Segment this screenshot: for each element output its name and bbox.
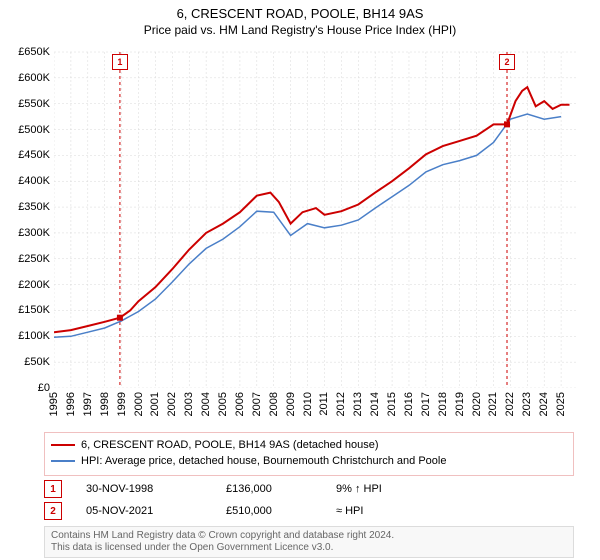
legend-item: HPI: Average price, detached house, Bour…: [51, 453, 567, 469]
transaction-marker: 2: [44, 502, 62, 520]
x-axis-label: 2017: [420, 392, 432, 416]
transaction-price: £510,000: [226, 505, 336, 517]
chart-plot-area: [54, 48, 584, 388]
y-axis-label: £600K: [2, 72, 50, 84]
x-axis-label: 2019: [454, 392, 466, 416]
y-axis-label: £200K: [2, 279, 50, 291]
y-axis-label: £250K: [2, 253, 50, 265]
legend-label: HPI: Average price, detached house, Bour…: [81, 453, 446, 469]
x-axis-label: 2011: [318, 392, 330, 416]
legend-label: 6, CRESCENT ROAD, POOLE, BH14 9AS (detac…: [81, 437, 379, 453]
transaction-row: 2 05-NOV-2021£510,000≈ HPI: [44, 500, 446, 522]
x-axis-label: 2012: [335, 392, 347, 416]
transactions-table: 1 30-NOV-1998£136,0009% ↑ HPI 2 05-NOV-2021…: [44, 478, 446, 522]
x-axis-label: 2015: [386, 392, 398, 416]
x-axis-label: 2006: [234, 392, 246, 416]
transaction-hpi-compare: 9% ↑ HPI: [336, 483, 446, 495]
x-axis-label: 2022: [504, 392, 516, 416]
x-axis-label: 2001: [149, 392, 161, 416]
x-axis-label: 1999: [116, 392, 128, 416]
chart-svg: [54, 48, 584, 388]
x-axis-label: 2005: [217, 392, 229, 416]
x-axis-label: 2014: [369, 392, 381, 416]
x-axis-label: 2016: [403, 392, 415, 416]
y-axis-label: £450K: [2, 149, 50, 161]
y-axis-label: £550K: [2, 98, 50, 110]
x-axis-label: 2024: [538, 392, 550, 416]
x-axis-label: 2010: [302, 392, 314, 416]
x-axis-label: 2007: [251, 392, 263, 416]
x-axis-label: 2003: [183, 392, 195, 416]
x-axis-label: 2009: [285, 392, 297, 416]
transaction-price: £136,000: [226, 483, 336, 495]
transaction-date: 30-NOV-1998: [86, 483, 226, 495]
legend-box: 6, CRESCENT ROAD, POOLE, BH14 9AS (detac…: [44, 432, 574, 476]
x-axis-label: 2000: [133, 392, 145, 416]
footer-line-1: Contains HM Land Registry data © Crown c…: [51, 530, 567, 542]
y-axis-label: £400K: [2, 175, 50, 187]
legend-swatch: [51, 460, 75, 462]
chart-transaction-marker: 2: [499, 54, 515, 70]
transaction-date: 05-NOV-2021: [86, 505, 226, 517]
x-axis-label: 2002: [166, 392, 178, 416]
y-axis-label: £150K: [2, 304, 50, 316]
transaction-marker: 1: [44, 480, 62, 498]
transaction-hpi-compare: ≈ HPI: [336, 505, 446, 517]
chart-title: 6, CRESCENT ROAD, POOLE, BH14 9AS: [0, 6, 600, 21]
y-axis-label: £300K: [2, 227, 50, 239]
x-axis-label: 2025: [555, 392, 567, 416]
x-axis-label: 2020: [471, 392, 483, 416]
y-axis-label: £50K: [2, 356, 50, 368]
legend-item: 6, CRESCENT ROAD, POOLE, BH14 9AS (detac…: [51, 437, 567, 453]
y-axis-label: £650K: [2, 46, 50, 58]
footer-attribution: Contains HM Land Registry data © Crown c…: [44, 526, 574, 558]
chart-transaction-marker: 1: [112, 54, 128, 70]
legend-swatch: [51, 444, 75, 446]
y-axis-label: £0: [2, 382, 50, 394]
chart-subtitle: Price paid vs. HM Land Registry's House …: [0, 23, 600, 37]
y-axis-label: £500K: [2, 124, 50, 136]
y-axis-label: £350K: [2, 201, 50, 213]
x-axis-label: 1998: [99, 392, 111, 416]
x-axis-label: 1997: [82, 392, 94, 416]
x-axis-label: 2004: [200, 392, 212, 416]
x-axis-label: 2008: [268, 392, 280, 416]
x-axis-label: 2018: [437, 392, 449, 416]
x-axis-label: 2013: [352, 392, 364, 416]
x-axis-label: 2023: [521, 392, 533, 416]
x-axis-label: 2021: [487, 392, 499, 416]
footer-line-2: This data is licensed under the Open Gov…: [51, 542, 567, 554]
transaction-row: 1 30-NOV-1998£136,0009% ↑ HPI: [44, 478, 446, 500]
y-axis-label: £100K: [2, 330, 50, 342]
x-axis-label: 1995: [48, 392, 60, 416]
x-axis-label: 1996: [65, 392, 77, 416]
